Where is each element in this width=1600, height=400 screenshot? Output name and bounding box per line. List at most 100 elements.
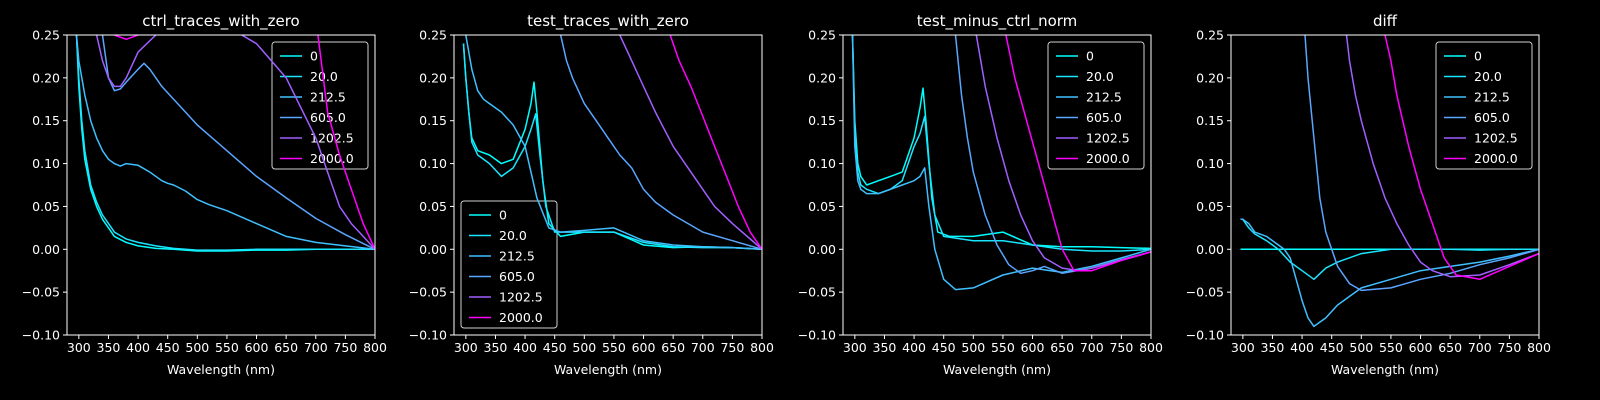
legend-entry-label: 1202.5 (1474, 131, 1518, 146)
series-line-20.0 (462, 43, 762, 251)
x-tick-label: 650 (661, 340, 685, 355)
y-tick-label: 0.05 (1196, 199, 1224, 214)
y-tick-label: 0.20 (808, 70, 836, 85)
x-tick-label: 400 (513, 340, 537, 355)
x-tick-label: 550 (215, 340, 239, 355)
x-axis-label: Wavelength (nm) (1331, 362, 1439, 377)
subplot-test-traces: test_traces_with_zero Wavelength (nm) 0 … (409, 12, 774, 377)
x-tick-label: 700 (1080, 340, 1104, 355)
series-lines (462, 35, 762, 251)
legend: 0 20.0 212.5 605.0 1202.5 2000.0 (280, 49, 354, 166)
x-tick-label: 650 (274, 340, 298, 355)
legend-entry-label: 20.0 (1474, 69, 1502, 84)
series-line-20.0 (851, 35, 1151, 252)
x-tick-label: 500 (1349, 340, 1373, 355)
legend-entry-label: 605.0 (1086, 110, 1122, 125)
series-line-2000.0 (114, 35, 375, 250)
legend-box (1435, 41, 1533, 170)
legend-entry-label: 2000.0 (1474, 151, 1518, 166)
x-tick-label: 500 (572, 340, 596, 355)
series-line-2000.0 (1384, 35, 1539, 281)
legend-entry-label: 212.5 (310, 90, 346, 105)
x-tick-label: 700 (304, 340, 328, 355)
axes-frame (842, 34, 1152, 336)
series-line-1202.5 (1345, 35, 1539, 278)
legend-entry-label: 605.0 (1474, 110, 1510, 125)
x-tick-label: 600 (1409, 340, 1433, 355)
y-tick-label: 0.15 (1196, 113, 1224, 128)
legend-entry-label: 605.0 (310, 110, 346, 125)
series-line-20.0 (75, 35, 375, 251)
legend-entry-label: 20.0 (310, 69, 338, 84)
legend: 0 20.0 212.5 605.0 1202.5 2000.0 (469, 208, 543, 325)
x-tick-label: 350 (1261, 340, 1285, 355)
y-tick-label: −0.05 (22, 285, 60, 300)
y-tick-label: 0.20 (32, 70, 60, 85)
series-line-0 (75, 35, 375, 252)
x-tick-label: 650 (1438, 340, 1462, 355)
x-tick-label: 350 (97, 340, 121, 355)
y-tick-label: −0.05 (798, 285, 836, 300)
series-line-1202.5 (619, 35, 762, 250)
series-line-1202.5 (95, 35, 375, 250)
subplot-title: diff (1373, 12, 1398, 30)
series-lines (851, 35, 1151, 291)
y-tick-label: 0.25 (419, 28, 447, 43)
series-lines (1240, 35, 1539, 328)
x-axis-label: Wavelength (nm) (554, 362, 662, 377)
series-line-605.0 (101, 35, 375, 250)
legend-box (1047, 41, 1145, 170)
x-tick-label: 600 (632, 340, 656, 355)
axes-frame (1230, 34, 1540, 336)
subplot-title: test_minus_ctrl_norm (917, 12, 1078, 31)
y-tick-label: 0.25 (808, 28, 836, 43)
x-tick-label: 300 (1231, 340, 1255, 355)
x-tick-label: 600 (1021, 340, 1045, 355)
legend-entry-label: 212.5 (1474, 90, 1510, 105)
y-tick-label: 0.10 (808, 156, 836, 171)
axes-frame (66, 34, 376, 336)
x-tick-label: 750 (1109, 340, 1133, 355)
y-tick-label: 0.20 (1196, 70, 1224, 85)
y-tick-label: −0.05 (409, 285, 447, 300)
series-line-212.5 (851, 35, 1151, 291)
legend-entry-label: 1202.5 (310, 131, 354, 146)
y-tick-label: 0.00 (32, 242, 60, 257)
x-tick-label: 550 (1379, 340, 1403, 355)
subplot-test-minus-ctrl: test_minus_ctrl_norm Wavelength (nm) 0 2… (798, 12, 1163, 377)
legend-box (460, 200, 558, 329)
x-tick-label: 500 (185, 340, 209, 355)
x-tick-label: 700 (691, 340, 715, 355)
y-tick-label: 0.20 (419, 70, 447, 85)
x-tick-label: 750 (720, 340, 744, 355)
y-tick-label: 0.00 (1196, 242, 1224, 257)
y-tick-label: 0.10 (1196, 156, 1224, 171)
series-line-2000.0 (1005, 35, 1151, 272)
series-line-0 (851, 35, 1151, 250)
y-tick-label: 0.05 (808, 199, 836, 214)
y-tick-label: −0.10 (798, 328, 836, 343)
legend-entry-label: 20.0 (499, 228, 527, 243)
legend-entry-label: 0 (499, 208, 507, 223)
legend-entry-label: 0 (310, 49, 318, 64)
x-tick-label: 600 (245, 340, 269, 355)
legend-entry-label: 1202.5 (499, 290, 543, 305)
x-tick-label: 300 (67, 340, 91, 355)
x-tick-label: 500 (961, 340, 985, 355)
legend-entry-label: 2000.0 (310, 151, 354, 166)
legend: 0 20.0 212.5 605.0 1202.5 2000.0 (1444, 49, 1518, 166)
x-tick-label: 450 (932, 340, 956, 355)
subplot-title: ctrl_traces_with_zero (142, 12, 299, 31)
x-tick-label: 400 (126, 340, 150, 355)
series-line-212.5 (465, 35, 762, 251)
legend: 0 20.0 212.5 605.0 1202.5 2000.0 (1056, 49, 1130, 166)
x-tick-label: 800 (1139, 340, 1163, 355)
y-tick-label: 0.15 (419, 113, 447, 128)
legend-entry-label: 1202.5 (1086, 131, 1130, 146)
y-tick-label: 0.00 (808, 242, 836, 257)
x-tick-label: 300 (843, 340, 867, 355)
series-line-605.0 (1304, 35, 1539, 292)
y-tick-label: 0.10 (419, 156, 447, 171)
y-tick-label: −0.10 (1186, 328, 1224, 343)
x-tick-label: 400 (1290, 340, 1314, 355)
